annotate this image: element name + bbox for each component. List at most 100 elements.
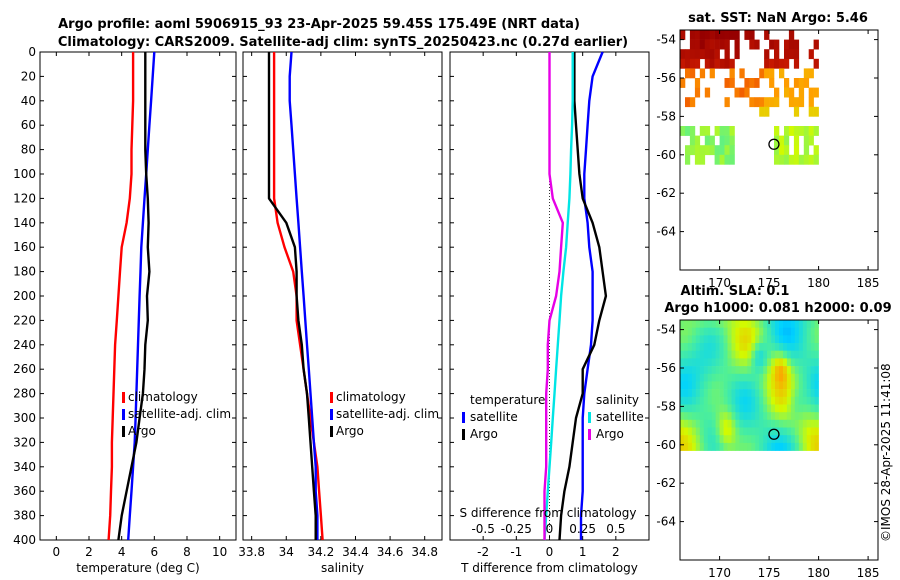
sla-cell bbox=[747, 419, 752, 428]
sla-cell bbox=[814, 335, 819, 344]
sla-cell bbox=[719, 366, 724, 375]
sst-cell bbox=[769, 78, 775, 88]
sla-cell bbox=[794, 419, 800, 428]
sla-cell bbox=[802, 381, 808, 390]
sst-cell bbox=[714, 39, 720, 50]
sla-cell bbox=[687, 412, 693, 421]
lat-tick-label: -64 bbox=[656, 225, 676, 239]
sla-cell bbox=[779, 404, 784, 413]
sst-cell bbox=[759, 97, 765, 108]
sla-cell bbox=[779, 442, 784, 451]
sla-cell bbox=[687, 358, 693, 367]
sla-cell bbox=[739, 366, 744, 375]
sla-cell bbox=[691, 350, 697, 359]
sla-cell bbox=[735, 373, 740, 382]
sla-cell bbox=[727, 335, 732, 344]
sla-cell bbox=[798, 389, 804, 398]
sla-cell bbox=[684, 350, 689, 359]
sla-cell bbox=[771, 335, 776, 344]
sla-cell bbox=[775, 358, 780, 367]
sst-cell bbox=[694, 145, 701, 156]
sla-cell bbox=[703, 358, 709, 367]
sla-cell bbox=[794, 320, 800, 328]
sla-cell bbox=[747, 327, 752, 336]
sla-cell bbox=[798, 396, 804, 405]
sla-cell bbox=[798, 335, 804, 344]
sla-cell bbox=[806, 320, 811, 328]
sst-cell bbox=[714, 30, 720, 40]
sla-cell bbox=[715, 366, 720, 375]
sla-cell bbox=[727, 343, 732, 351]
sst-cell bbox=[719, 135, 725, 146]
sla-cell bbox=[806, 396, 811, 405]
sst-cell bbox=[764, 106, 770, 117]
sla-cell bbox=[695, 343, 701, 351]
sla-cell bbox=[767, 404, 772, 413]
sla-cell bbox=[775, 350, 780, 359]
legend-label: Argo bbox=[470, 427, 498, 441]
sla-cell bbox=[810, 389, 815, 398]
sla-cell bbox=[680, 343, 685, 351]
sst-cell bbox=[724, 39, 730, 50]
sla-cell bbox=[695, 442, 701, 451]
sla-cell bbox=[707, 427, 712, 436]
sla-cell bbox=[735, 442, 740, 451]
sla-cell bbox=[699, 358, 705, 367]
sla-cell bbox=[711, 381, 716, 390]
sst-cell bbox=[709, 135, 715, 146]
sla-cell bbox=[715, 327, 720, 336]
sla-cell bbox=[680, 442, 685, 451]
sla-cell bbox=[751, 419, 756, 428]
sst-cell bbox=[689, 135, 696, 146]
sla-cell bbox=[735, 327, 740, 336]
sst-cell bbox=[699, 30, 706, 40]
sla-cell bbox=[759, 442, 764, 451]
depth-tick-label: 360 bbox=[13, 484, 36, 498]
sla-cell bbox=[802, 358, 808, 367]
sla-cell bbox=[695, 381, 701, 390]
sla-cell bbox=[723, 404, 728, 413]
sla-cell bbox=[727, 412, 732, 421]
sla-cell bbox=[707, 335, 712, 344]
x-tick-label: 6 bbox=[151, 545, 159, 559]
series-line-argo bbox=[117, 52, 151, 541]
sla-cell bbox=[707, 389, 712, 398]
argo-position-marker bbox=[768, 428, 780, 440]
sla-cell bbox=[783, 427, 788, 436]
sla-cell bbox=[790, 404, 796, 413]
sla-cell bbox=[747, 373, 752, 382]
sla-cell bbox=[798, 435, 804, 444]
x-tick-label: 34 bbox=[279, 545, 294, 559]
sst-cell bbox=[808, 97, 814, 108]
sla-cell bbox=[707, 396, 712, 405]
sla-cell bbox=[751, 366, 756, 375]
sla-cell bbox=[727, 435, 732, 444]
sla-cell bbox=[763, 396, 768, 405]
sla-cell bbox=[735, 435, 740, 444]
sst-cell bbox=[694, 58, 701, 69]
sst-cell bbox=[813, 58, 819, 69]
sla-cell bbox=[759, 419, 764, 428]
sla-cell bbox=[798, 404, 804, 413]
sla-cell bbox=[723, 350, 728, 359]
sla-cell bbox=[802, 389, 808, 398]
sla-cell bbox=[687, 350, 693, 359]
sla-cell bbox=[783, 381, 788, 390]
sla-cell bbox=[739, 381, 744, 390]
sla-cell bbox=[723, 396, 728, 405]
sla-cell bbox=[707, 412, 712, 421]
sla-cell bbox=[735, 427, 740, 436]
sla-cell bbox=[719, 435, 724, 444]
sla-cell bbox=[743, 366, 748, 375]
lat-tick-label: -60 bbox=[656, 438, 676, 452]
legend-label: Argo bbox=[596, 427, 624, 441]
sla-cell bbox=[806, 442, 811, 451]
x-tick-label: 10 bbox=[212, 545, 227, 559]
lat-tick-label: -54 bbox=[656, 33, 676, 47]
sla-cell bbox=[783, 442, 788, 451]
sla-cell bbox=[699, 366, 705, 375]
sla-cell bbox=[810, 396, 815, 405]
x-tick-label: 2 bbox=[612, 545, 620, 559]
sla-cell bbox=[810, 320, 815, 328]
sla-cell bbox=[751, 389, 756, 398]
